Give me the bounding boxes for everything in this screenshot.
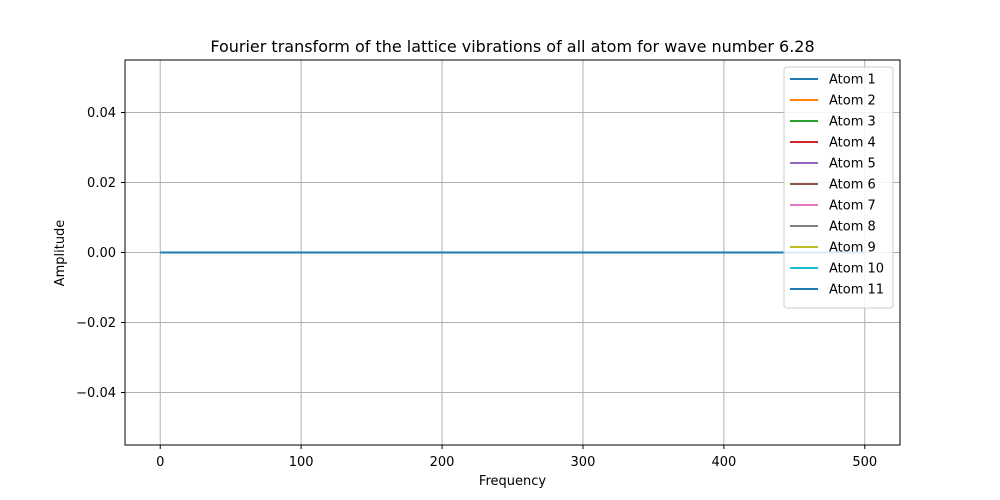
- y-tick-label: −0.02: [76, 316, 116, 331]
- legend: Atom 1 Atom 2 Atom 3 Atom 4 Atom 5 Atom 6 Atom…: [783, 66, 894, 309]
- x-tick-label: 300: [571, 455, 596, 470]
- y-tick-label: 0.00: [87, 246, 116, 261]
- x-tick-label: 100: [289, 455, 314, 470]
- x-tick-label: 400: [711, 455, 736, 470]
- legend-label: Atom 7: [829, 199, 876, 214]
- legend-label: Atom 5: [829, 157, 876, 172]
- legend-label: Atom 11: [829, 283, 884, 298]
- legend-label: Atom 6: [829, 178, 876, 193]
- chart-title: Fourier transform of the lattice vibrati…: [210, 37, 814, 56]
- legend-label: Atom 8: [829, 220, 876, 235]
- x-axis-label: Frequency: [479, 474, 546, 489]
- x-tick-label: 0: [156, 455, 164, 470]
- y-tick-label: −0.04: [76, 386, 116, 401]
- legend-label: Atom 10: [829, 262, 884, 277]
- legend-label: Atom 1: [829, 73, 876, 88]
- x-tick-label: 200: [430, 455, 455, 470]
- legend-label: Atom 3: [829, 115, 876, 130]
- x-axis-ticks: 0 100 200 300 400 500: [156, 445, 877, 470]
- y-tick-label: 0.02: [87, 176, 116, 191]
- y-tick-label: 0.04: [87, 106, 116, 121]
- legend-label: Atom 4: [829, 136, 876, 151]
- legend-label: Atom 9: [829, 241, 876, 256]
- x-tick-label: 500: [852, 455, 877, 470]
- y-axis-ticks: −0.04 −0.02 0.00 0.02 0.04: [76, 106, 125, 401]
- legend-label: Atom 2: [829, 94, 876, 109]
- y-axis-label: Amplitude: [53, 220, 68, 287]
